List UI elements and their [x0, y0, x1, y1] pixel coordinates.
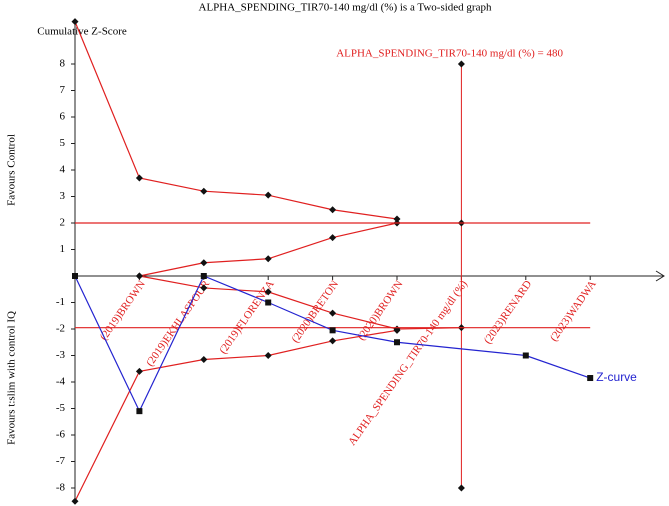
- marker: [265, 299, 272, 306]
- chart-title: ALPHA_SPENDING_TIR70-140 mg/dl (%) is a …: [199, 2, 492, 14]
- y-tick-label: 2: [60, 217, 66, 229]
- marker: [136, 408, 143, 415]
- marker: [394, 339, 400, 346]
- marker: [135, 174, 143, 182]
- y-tick-label: -7: [56, 455, 66, 467]
- marker: [393, 215, 401, 223]
- marker: [329, 337, 337, 345]
- marker: [264, 191, 272, 199]
- y-tick-label: -6: [56, 429, 66, 441]
- y-tick-label: -1: [56, 296, 65, 308]
- x-tick-label: ALPHA_SPENDING_TIR70-140 mg/dl (%): [346, 278, 470, 448]
- marker: [264, 255, 272, 263]
- marker: [264, 352, 272, 359]
- y-tick-label: 5: [60, 137, 66, 149]
- annotation: ALPHA_SPENDING_TIR70-140 mg/dl (%) = 480: [336, 48, 563, 60]
- vline-end: [457, 60, 465, 68]
- y-tick-label: -5: [56, 402, 66, 414]
- x-tick-label: (2023)RENARD: [482, 278, 535, 346]
- marker: [393, 326, 401, 334]
- y-tick-label: 4: [60, 164, 66, 176]
- marker: [200, 355, 208, 363]
- y-tick-label: 3: [60, 190, 66, 202]
- y-tick-label: 6: [60, 111, 66, 123]
- marker: [329, 327, 336, 334]
- marker: [71, 18, 79, 26]
- series-label: Z-curve: [596, 370, 637, 384]
- y-tick-label: -8: [56, 482, 66, 494]
- y-tick-label: 7: [60, 84, 66, 96]
- marker: [264, 288, 272, 296]
- y-tick-label: 8: [60, 58, 66, 70]
- y-tick-label: -4: [56, 376, 66, 388]
- y-tick-label: -2: [56, 323, 65, 335]
- y-axis-title: Cumulative Z-Score: [37, 26, 127, 38]
- y-tick-label: -3: [56, 349, 66, 361]
- marker: [200, 259, 208, 267]
- marker: [72, 273, 78, 279]
- vline-end: [457, 484, 465, 492]
- marker: [200, 187, 208, 195]
- marker: [200, 273, 207, 279]
- marker: [329, 206, 337, 214]
- axis-arrow: [655, 270, 665, 282]
- marker: [522, 352, 529, 359]
- marker: [135, 272, 143, 280]
- marker: [135, 367, 143, 375]
- series-line: [74, 329, 398, 502]
- marker: [329, 309, 337, 317]
- marker: [200, 284, 208, 292]
- x-tick-label: (2019)BROWN: [98, 278, 148, 342]
- marker: [329, 234, 337, 242]
- series-line: [139, 275, 462, 330]
- marker: [587, 375, 594, 382]
- x-tick-label: (2019)EKHLASPOUR: [144, 278, 213, 369]
- y-tick-label: 1: [60, 243, 66, 255]
- series-line: [74, 21, 398, 220]
- marker: [71, 497, 79, 505]
- lower-label: Favours t:slim with control IQ: [6, 311, 18, 445]
- series-line: [139, 222, 462, 277]
- upper-label: Favours Control: [6, 134, 18, 206]
- x-tick-label: (2023)WADWA: [548, 278, 599, 343]
